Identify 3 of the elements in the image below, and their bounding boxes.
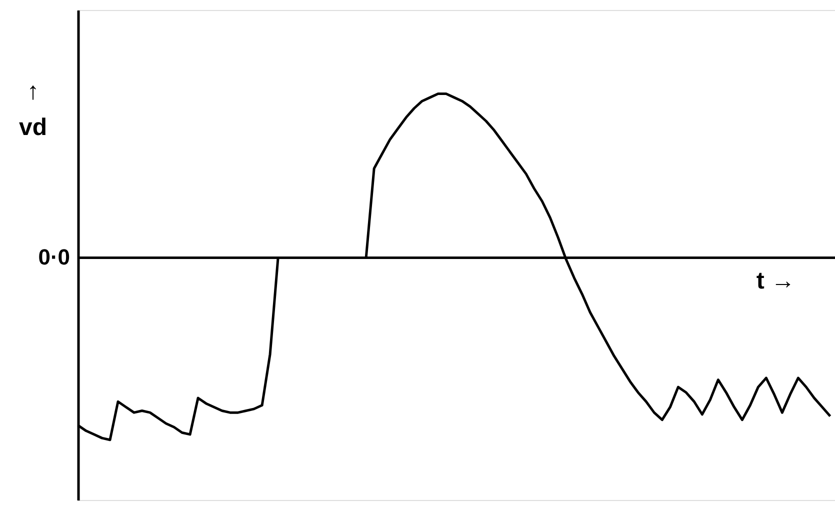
text: 0·0 [38, 244, 70, 270]
x-axis-title: t → [756, 268, 795, 295]
y-axis-title: ↑ vd [18, 78, 48, 141]
